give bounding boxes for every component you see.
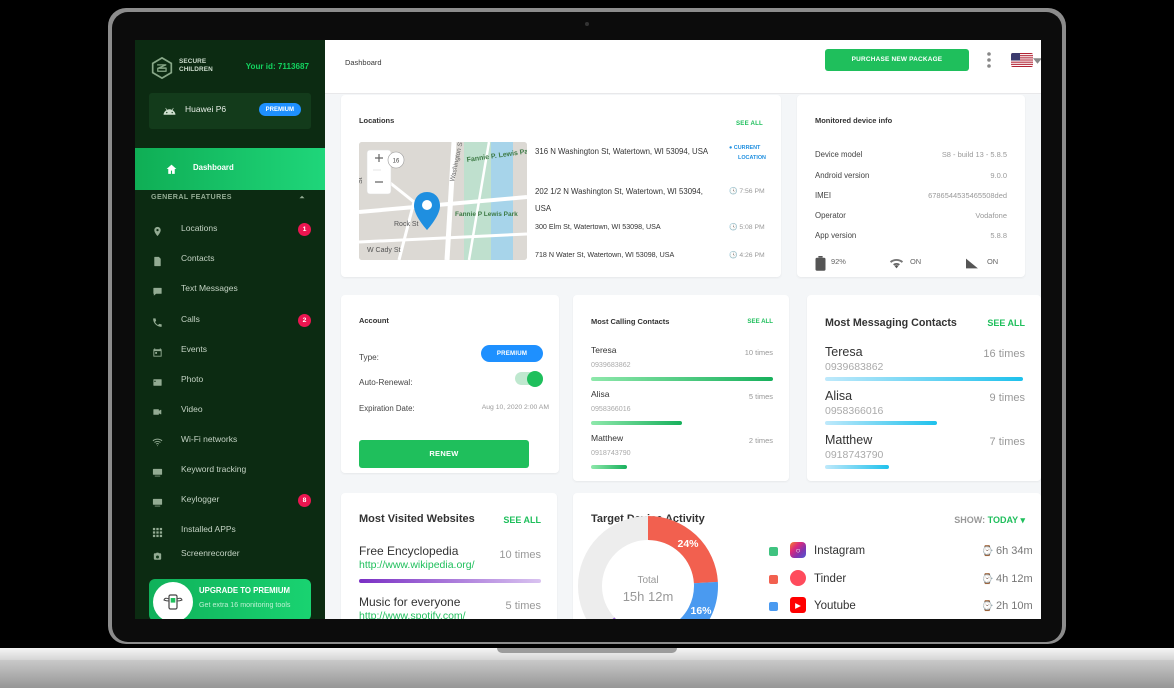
svg-text:Fannie P Lewis Park: Fannie P Lewis Park — [455, 211, 518, 218]
svg-text:Rock St: Rock St — [394, 221, 419, 228]
svg-text:W Cady St: W Cady St — [367, 247, 401, 254]
svg-text:St: St — [359, 177, 364, 184]
svg-text:16%: 16% — [690, 605, 712, 617]
svg-text:15h 12m: 15h 12m — [623, 589, 674, 604]
svg-text:24%: 24% — [677, 538, 699, 550]
svg-text:16: 16 — [393, 159, 400, 165]
svg-text:Total: Total — [637, 575, 658, 586]
